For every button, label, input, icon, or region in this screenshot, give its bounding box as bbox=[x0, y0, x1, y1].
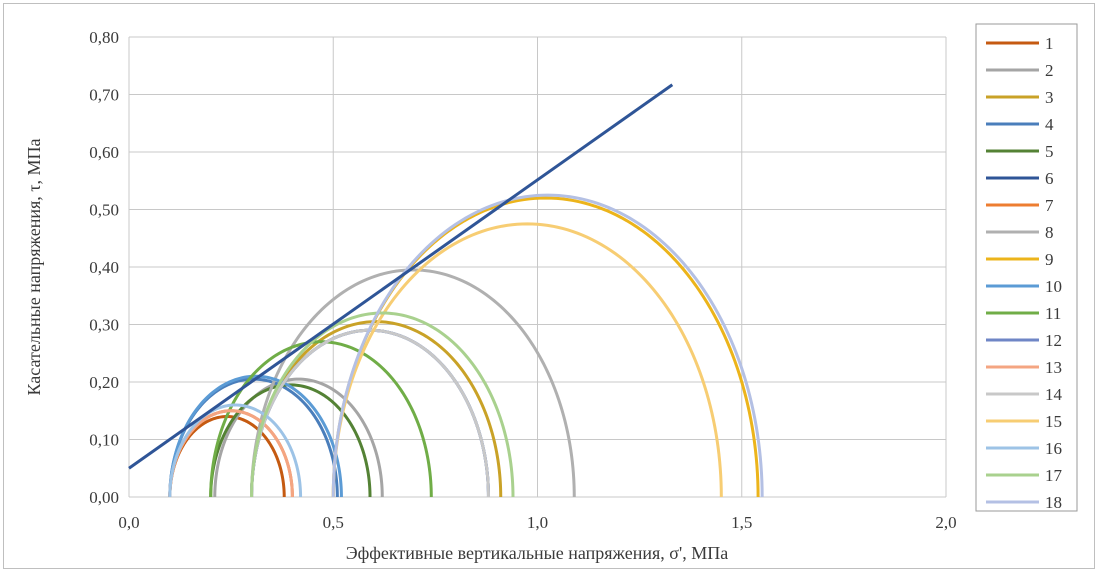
mohr-circle-16 bbox=[168, 403, 303, 498]
legend-label-16: 16 bbox=[1045, 439, 1062, 458]
y-axis-title: Касательные напряжения, τ, МПа bbox=[24, 138, 44, 395]
grid-lines bbox=[128, 36, 947, 498]
failure-envelope-line bbox=[128, 83, 674, 470]
legend-label-1: 1 bbox=[1045, 34, 1054, 53]
x-tick-label: 0,5 bbox=[323, 513, 344, 532]
legend-label-13: 13 bbox=[1045, 358, 1062, 377]
legend-label-10: 10 bbox=[1045, 277, 1062, 296]
legend-label-2: 2 bbox=[1045, 61, 1054, 80]
x-tick-label: 1,0 bbox=[527, 513, 548, 532]
y-tick-label: 0,20 bbox=[89, 373, 119, 392]
legend-label-12: 12 bbox=[1045, 331, 1062, 350]
mohr-circle-15 bbox=[331, 222, 723, 498]
x-tick-label: 2,0 bbox=[935, 513, 956, 532]
y-tick-label: 0,60 bbox=[89, 143, 119, 162]
y-tick-label: 0,10 bbox=[89, 431, 119, 450]
y-tick-label: 0,30 bbox=[89, 316, 119, 335]
legend-label-7: 7 bbox=[1045, 196, 1054, 215]
mohr-circle-8 bbox=[250, 268, 576, 498]
y-tick-label: 0,00 bbox=[89, 488, 119, 507]
legend-label-18: 18 bbox=[1045, 493, 1062, 512]
mohr-circle-10 bbox=[168, 374, 343, 498]
legend-label-3: 3 bbox=[1045, 88, 1054, 107]
mohr-circle-18 bbox=[331, 193, 764, 498]
legend-box bbox=[975, 23, 1078, 512]
x-tick-label: 1,5 bbox=[731, 513, 752, 532]
mohr-circle-2 bbox=[213, 377, 384, 498]
y-tick-label: 0,40 bbox=[89, 258, 119, 277]
x-axis-title: Эффективные вертикальные напряжения, σ',… bbox=[346, 543, 728, 563]
legend-label-6: 6 bbox=[1045, 169, 1054, 188]
series-layer bbox=[128, 83, 764, 498]
y-tick-label: 0,80 bbox=[89, 28, 119, 47]
legend-label-14: 14 bbox=[1045, 385, 1063, 404]
legend-label-15: 15 bbox=[1045, 412, 1062, 431]
legend-label-4: 4 bbox=[1045, 115, 1054, 134]
y-tick-label: 0,50 bbox=[89, 201, 119, 220]
legend-label-17: 17 bbox=[1045, 466, 1063, 485]
mohr-circle-17 bbox=[250, 311, 515, 498]
legend-label-11: 11 bbox=[1045, 304, 1061, 323]
legend-label-5: 5 bbox=[1045, 142, 1054, 161]
legend-label-9: 9 bbox=[1045, 250, 1054, 269]
legend-label-8: 8 bbox=[1045, 223, 1054, 242]
tick-labels: 0,00 0,10 0,20 0,30 0,40 0,50 0,60 0,70 0,80 0,0 0… bbox=[89, 28, 956, 532]
y-tick-label: 0,70 bbox=[89, 86, 119, 105]
mohr-circle-11 bbox=[209, 340, 433, 498]
x-tick-label: 0,0 bbox=[118, 513, 139, 532]
